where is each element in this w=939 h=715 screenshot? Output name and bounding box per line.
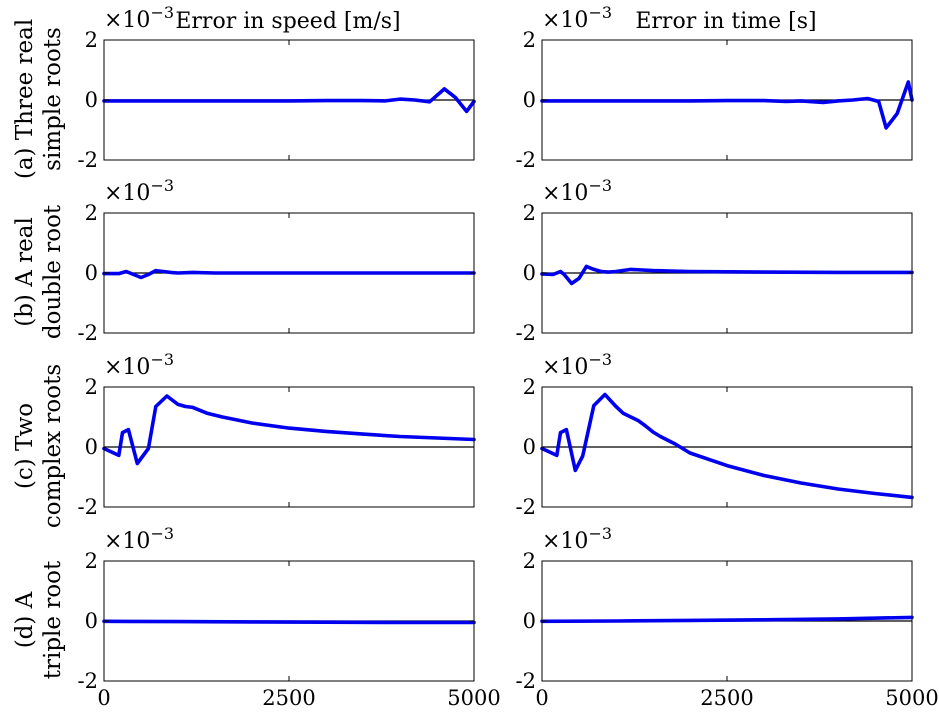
y-exponent-base-r1c0: ×10: [104, 181, 150, 206]
panels: 20-2×10−320-2×10−320-2×10−320-2×10−320-2…: [78, 3, 939, 710]
series-line-r0c1: [540, 80, 914, 130]
y-tick-label-r0c0-1: 0: [85, 88, 98, 112]
panel-r1c0: 2 0 -2 ×10−3: [78, 176, 476, 345]
y-tick-label-r2c1-1: 0: [523, 435, 536, 459]
series-line-r3c0: [102, 619, 476, 625]
y-exponent-label-r0c0: ×10−3: [104, 3, 174, 33]
row-label-d-line2: triple root: [40, 560, 66, 679]
y-exponent-power-r1c0: −3: [150, 176, 174, 195]
panel-r2c1: 2 0 -2 ×10−3: [516, 350, 914, 519]
y-tick-label-r1c1-1: 0: [523, 261, 536, 285]
y-tick-label-r1c1-0: 2: [523, 201, 536, 225]
y-tick-label-r2c1-2: -2: [516, 495, 536, 519]
y-exponent-base-r2c1: ×10: [542, 355, 588, 380]
y-exponent-power-r2c0: −3: [150, 350, 174, 369]
y-exponent-label-r1c1: ×10−3: [542, 176, 612, 206]
y-tick-label-r3c1-2: -2: [516, 669, 536, 693]
x-tick-label-r3c0-1: 2500: [262, 686, 315, 710]
row-label-a-line2: simple roots: [40, 27, 66, 171]
y-tick-label-r3c1-1: 0: [523, 609, 536, 633]
y-tick-label-r0c1-2: -2: [516, 148, 536, 172]
y-exponent-base-r2c0: ×10: [104, 355, 150, 380]
panel-r2c0: 2 0 -2 ×10−3: [78, 350, 476, 519]
y-exponent-label-r3c0: ×10−3: [104, 524, 174, 554]
y-tick-label-r3c0-2: -2: [78, 669, 98, 693]
column-title-speed: Error in speed [m/s]: [175, 9, 400, 34]
y-tick-label-r2c1-0: 2: [523, 375, 536, 399]
panel-r3c0: 20-20 2500 5000×10−3: [78, 524, 501, 710]
y-tick-label-r0c0-2: -2: [78, 148, 98, 172]
y-tick-label-r3c0-0: 2: [85, 549, 98, 573]
panel-r3c1: 20-20 2500 5000×10−3: [516, 524, 939, 710]
row-label-b: (b) A real double root: [12, 204, 66, 339]
y-exponent-power-r0c0: −3: [150, 3, 174, 22]
y-tick-label-r0c1-0: 2: [523, 28, 536, 52]
y-exponent-label-r3c1: ×10−3: [542, 524, 612, 554]
x-tick-label-r3c0-0: 0: [97, 686, 110, 710]
y-exponent-label-r0c1: ×10−3: [542, 3, 612, 33]
x-tick-label-r3c0-2: 5000: [447, 686, 500, 710]
column-title-time: Error in time [s]: [635, 9, 816, 34]
y-exponent-label-r1c0: ×10−3: [104, 176, 174, 206]
panel-r1c1: 2 0 -2 ×10−3: [516, 176, 914, 345]
panel-r0c1: 2 0 -2 ×10−3: [516, 3, 914, 172]
y-exponent-power-r3c1: −3: [588, 524, 612, 543]
series-line-r0c0: [102, 87, 476, 114]
y-exponent-base-r1c1: ×10: [542, 181, 588, 206]
y-tick-label-r1c0-1: 0: [85, 261, 98, 285]
y-exponent-power-r3c0: −3: [150, 524, 174, 543]
y-exponent-base-r0c1: ×10: [542, 8, 588, 33]
row-label-d: (d) A triple root: [12, 560, 66, 679]
panel-r0c0: 2 0 -2 ×10−3: [78, 3, 476, 172]
y-exponent-label-r2c1: ×10−3: [542, 350, 612, 380]
y-tick-label-r1c1-2: -2: [516, 321, 536, 345]
y-tick-label-r3c0-1: 0: [85, 609, 98, 633]
y-exponent-power-r1c1: −3: [588, 176, 612, 195]
y-tick-label-r2c0-2: -2: [78, 495, 98, 519]
y-tick-label-r2c0-1: 0: [85, 435, 98, 459]
y-tick-label-r3c1-0: 2: [523, 549, 536, 573]
y-tick-label-r1c0-0: 2: [85, 201, 98, 225]
y-exponent-power-r0c1: −3: [588, 3, 612, 22]
y-exponent-label-r2c0: ×10−3: [104, 350, 174, 380]
row-label-b-line1: (b) A real: [12, 217, 38, 327]
series-line-r1c0: [102, 268, 476, 280]
y-exponent-base-r3c1: ×10: [542, 529, 588, 554]
row-label-c: (c) Two complex roots: [12, 364, 66, 528]
x-tick-label-r3c1-1: 2500: [700, 686, 753, 710]
series-line-r1c1: [540, 264, 914, 286]
row-label-d-line1: (d) A: [12, 591, 38, 648]
x-tick-label-r3c1-0: 0: [535, 686, 548, 710]
y-exponent-base-r0c0: ×10: [104, 8, 150, 33]
row-label-a: (a) Three real simple roots: [12, 19, 66, 179]
y-tick-label-r2c0-0: 2: [85, 375, 98, 399]
y-exponent-base-r3c0: ×10: [104, 529, 150, 554]
y-tick-label-r0c0-0: 2: [85, 28, 98, 52]
series-line-r2c1: [540, 392, 914, 500]
row-label-b-line2: double root: [40, 204, 66, 339]
y-tick-label-r0c1-1: 0: [523, 88, 536, 112]
y-exponent-power-r2c1: −3: [588, 350, 612, 369]
y-tick-label-r1c0-2: -2: [78, 321, 98, 345]
row-label-c-line1: (c) Two: [12, 403, 38, 489]
series-line-r2c0: [102, 394, 476, 466]
x-tick-label-r3c1-2: 5000: [885, 686, 938, 710]
series-line-r3c1: [540, 615, 914, 624]
row-label-a-line1: (a) Three real: [12, 19, 38, 179]
row-label-c-line2: complex roots: [40, 364, 66, 528]
